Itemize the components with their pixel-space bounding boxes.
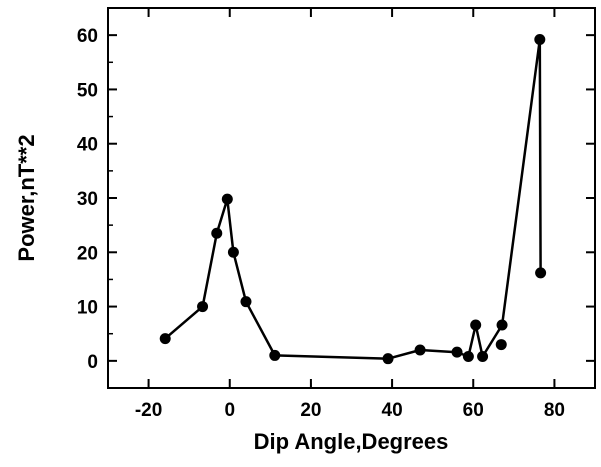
y-tick-label: 0 bbox=[87, 352, 98, 373]
data-point bbox=[269, 349, 281, 361]
data-point bbox=[240, 296, 252, 308]
data-point bbox=[414, 344, 426, 356]
data-point bbox=[477, 351, 489, 363]
y-tick-label: 60 bbox=[77, 26, 98, 47]
y-tick-label: 10 bbox=[77, 298, 98, 319]
plot-frame bbox=[107, 7, 596, 389]
data-point bbox=[159, 333, 171, 345]
data-point bbox=[462, 351, 474, 363]
y-tick-label: 20 bbox=[77, 243, 98, 264]
data-point bbox=[221, 193, 233, 205]
series bbox=[159, 33, 547, 365]
x-tick-label: -20 bbox=[135, 400, 162, 421]
data-point bbox=[470, 319, 482, 331]
x-axis-title: Dip Angle,Degrees bbox=[254, 429, 449, 454]
data-point bbox=[227, 246, 239, 258]
y-tick-label: 50 bbox=[77, 80, 98, 101]
x-tick-label: 60 bbox=[463, 400, 484, 421]
x-tick-label: 40 bbox=[382, 400, 403, 421]
series-line bbox=[164, 38, 542, 360]
data-point bbox=[496, 319, 508, 331]
x-tick-label: 20 bbox=[300, 400, 321, 421]
data-point bbox=[382, 353, 394, 365]
y-tick-label: 30 bbox=[77, 189, 98, 210]
y-axis-title: Power,nT**2 bbox=[14, 134, 39, 261]
data-point bbox=[197, 301, 209, 313]
data-point bbox=[535, 267, 547, 279]
x-tick-label: 80 bbox=[544, 400, 565, 421]
ticks: -20 0 20 40 60 80 0 10 20 30 40 50 60 bbox=[77, 8, 595, 421]
data-point bbox=[534, 33, 546, 45]
y-tick-label: 40 bbox=[77, 135, 98, 156]
data-point bbox=[451, 346, 463, 358]
data-point-unconnected bbox=[495, 339, 507, 351]
data-point bbox=[211, 227, 223, 239]
x-tick-label: 0 bbox=[224, 400, 235, 421]
